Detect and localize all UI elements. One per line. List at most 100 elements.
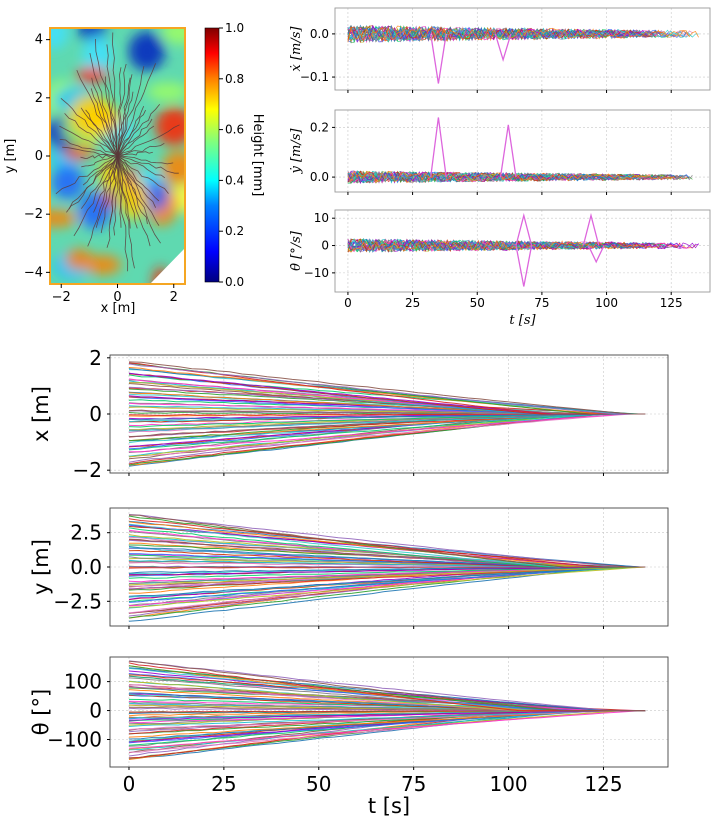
position-series — [128, 662, 646, 712]
velocity-series — [347, 171, 637, 184]
position-series — [128, 665, 646, 712]
series-group — [347, 24, 699, 84]
velocity-series — [347, 25, 690, 43]
position-series — [128, 361, 646, 415]
position-series — [128, 660, 646, 712]
map-trajectory — [64, 113, 118, 157]
xtick-label: 75 — [534, 296, 549, 310]
map-trajectory — [81, 155, 118, 168]
map-trajectory — [87, 155, 118, 247]
xtick-label: 50 — [470, 296, 485, 310]
ylabel: ẋ [m/s] — [289, 26, 304, 72]
velocity-spike — [430, 33, 447, 84]
map-trajectory — [117, 155, 161, 244]
ytick-label: 0.2 — [310, 120, 329, 134]
position-series — [128, 413, 646, 458]
position-series — [128, 710, 646, 721]
height-blob — [51, 165, 84, 200]
position-series — [128, 710, 646, 738]
map-trajectory — [117, 63, 127, 157]
position-series — [128, 362, 646, 415]
height-blob — [161, 150, 185, 186]
height-blob — [50, 28, 69, 50]
position-series — [128, 667, 646, 712]
position-series — [128, 363, 646, 415]
ytick-label: 0 — [89, 699, 102, 723]
map-trajectory — [55, 155, 118, 195]
position-series — [128, 684, 646, 712]
position-series — [128, 710, 646, 730]
position-series — [128, 660, 646, 712]
position-series — [128, 521, 646, 568]
map-trajectory — [117, 155, 179, 174]
colorbar-gradient — [204, 27, 220, 283]
map-trajectory — [117, 63, 156, 157]
plot-frame — [334, 209, 711, 293]
map-ytick-label: 0 — [35, 149, 43, 164]
map-xtick-label: 0 — [113, 290, 121, 305]
map-trajectory — [117, 67, 122, 157]
map-trajectory — [117, 155, 160, 226]
height-blob — [82, 35, 113, 77]
map-trajectory — [95, 38, 118, 157]
position-series — [128, 413, 646, 463]
colorbar-tick-label: 0.8 — [225, 72, 244, 86]
map-trajectory — [106, 155, 118, 248]
height-blob — [84, 254, 122, 275]
series-group — [128, 660, 646, 760]
map-corner-cut — [150, 248, 185, 284]
map-trajectory — [62, 146, 118, 157]
position-series — [128, 694, 646, 712]
map-trajectory — [117, 155, 148, 225]
map-trajectory — [117, 155, 151, 247]
ytick-label: 10 — [314, 211, 329, 225]
map-trajectory — [117, 105, 145, 157]
map-trajectory — [117, 124, 180, 157]
position-series — [128, 566, 646, 574]
velocity-series — [347, 238, 618, 253]
colorbar-tick-label: 0.6 — [225, 123, 244, 137]
ytick-label: 0.0 — [70, 555, 102, 579]
map-xtick-label: −2 — [52, 290, 71, 305]
xtick-label: 100 — [595, 296, 618, 310]
xtick-label: 0 — [344, 296, 352, 310]
series-group — [128, 361, 646, 467]
position-series — [128, 710, 646, 727]
colorbar-label: Height [mm] — [250, 114, 265, 197]
velocity-series — [347, 239, 659, 253]
xtick-label: 25 — [405, 296, 420, 310]
map-ytick-label: −4 — [24, 265, 43, 280]
colorbar-tick-label: 0.2 — [225, 224, 244, 238]
map-trajectory — [112, 32, 118, 157]
position-series — [128, 527, 646, 568]
xlabel: t [s] — [509, 313, 536, 328]
y-position-panel: 2.5 0.0 −2.5y [m] — [29, 507, 669, 629]
plot-frame — [109, 656, 669, 768]
position-series — [128, 413, 646, 420]
position-series — [128, 559, 646, 568]
position-series — [129, 566, 646, 576]
map-xtick-label: 2 — [170, 290, 178, 305]
position-series — [128, 680, 646, 712]
map-xlabel: x [m] — [101, 301, 136, 316]
ytick-label: 0.0 — [310, 27, 329, 41]
velocity-spike — [430, 117, 447, 178]
map-trajectory — [116, 155, 122, 228]
height-blob — [50, 209, 77, 228]
ytick-label: −0.1 — [300, 70, 329, 84]
velocity-series — [347, 170, 674, 183]
height-blob — [155, 106, 185, 146]
xtick-label: 125 — [660, 296, 683, 310]
position-series — [128, 514, 646, 568]
plot-frame — [334, 109, 711, 193]
map-ytick-label: 2 — [35, 91, 43, 106]
ytick-label: −10 — [304, 266, 329, 280]
position-series — [128, 546, 646, 568]
ytick-label: 100 — [64, 670, 102, 694]
position-series — [128, 523, 646, 568]
map-trajectory — [117, 142, 165, 157]
plot-frame — [334, 7, 711, 91]
position-series — [128, 701, 646, 712]
